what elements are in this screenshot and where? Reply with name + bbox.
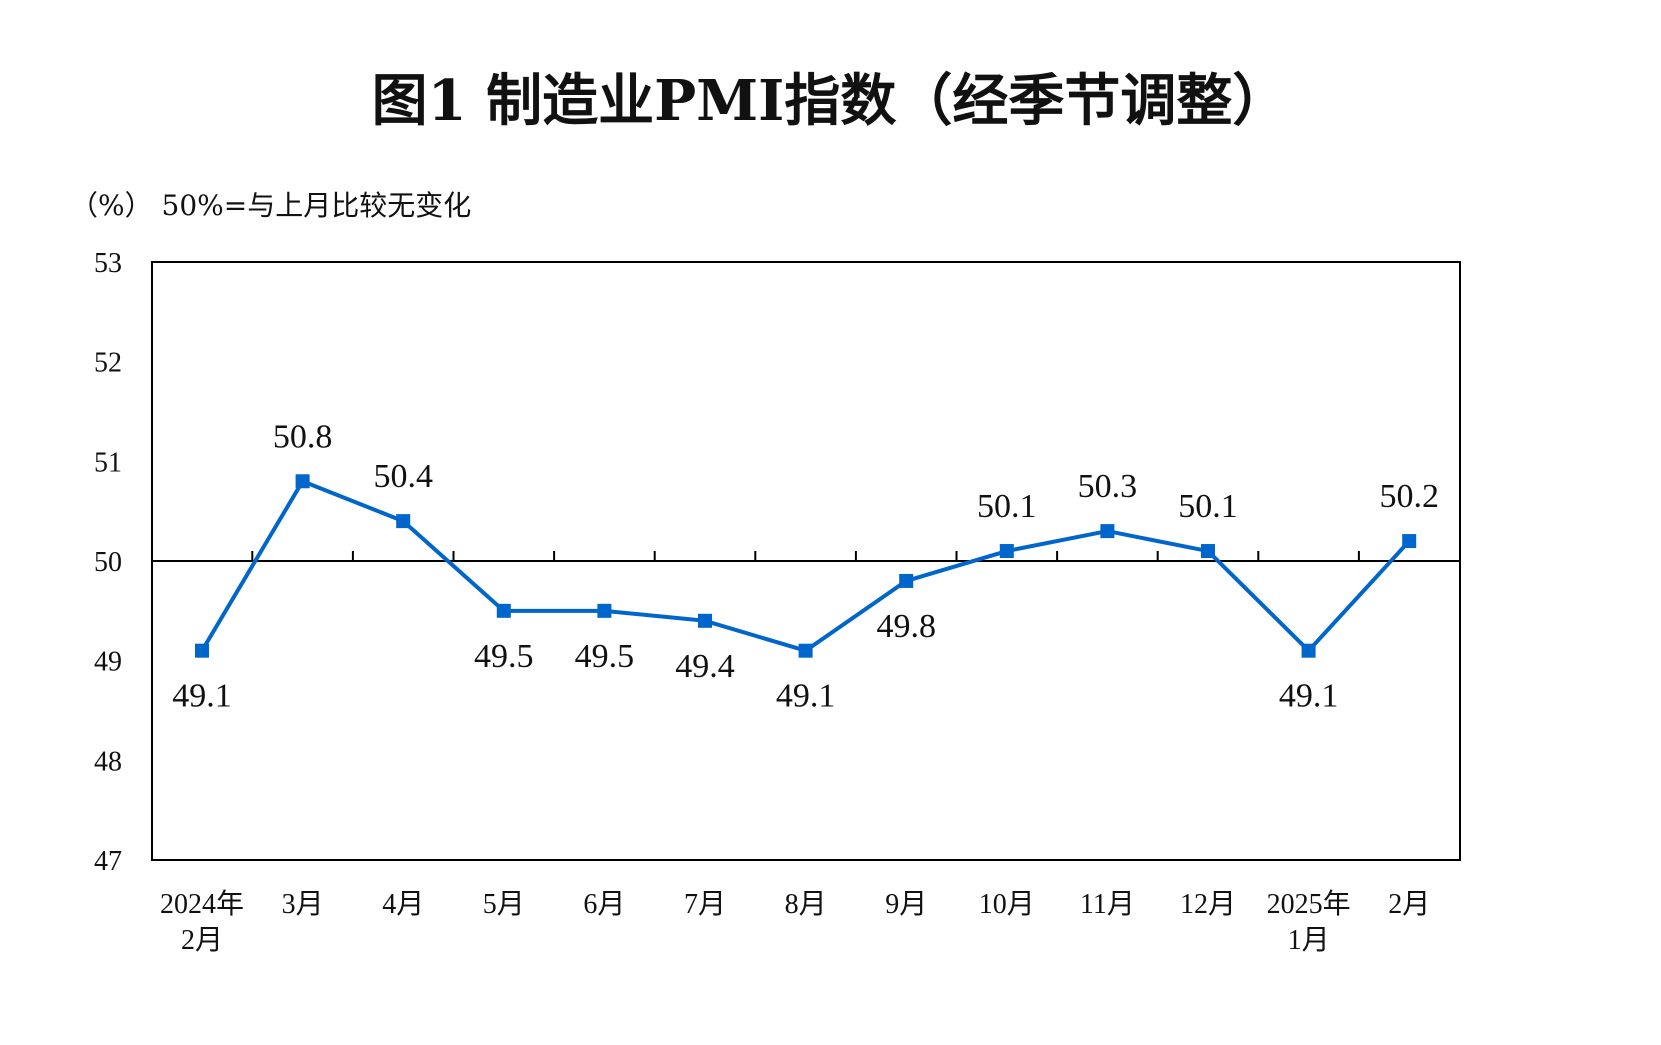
x-tick-label: 11月 bbox=[1080, 889, 1135, 920]
x-tick-label: 7月 bbox=[684, 889, 726, 920]
x-tick-label: 8月 bbox=[785, 889, 827, 920]
data-point bbox=[899, 573, 914, 588]
data-point bbox=[496, 603, 511, 618]
data-label: 49.1 bbox=[172, 678, 232, 715]
x-tick-label: 6月 bbox=[583, 889, 625, 920]
x-tick-label: 12月 bbox=[1180, 889, 1236, 920]
data-point bbox=[999, 544, 1014, 559]
data-label: 50.1 bbox=[977, 488, 1037, 525]
x-tick-label: 4月 bbox=[382, 889, 424, 920]
data-point bbox=[698, 613, 712, 628]
data-label: 49.5 bbox=[474, 638, 534, 675]
data-label: 50.4 bbox=[373, 458, 433, 495]
data-point bbox=[597, 603, 612, 618]
data-label: 50.3 bbox=[1078, 468, 1138, 505]
data-point bbox=[295, 474, 310, 489]
x-tick-label: 2024年 bbox=[160, 888, 244, 920]
x-tick-label: 3月 bbox=[282, 889, 324, 920]
data-point bbox=[396, 514, 411, 529]
x-tick-label: 1月 bbox=[1288, 925, 1330, 956]
x-tick-label: 2025年 bbox=[1267, 888, 1351, 920]
x-tick-label: 9月 bbox=[885, 889, 927, 920]
y-tick-label: 47 bbox=[94, 846, 122, 877]
unit-note: （%） 50%=与上月比较无变化 bbox=[70, 189, 471, 222]
data-label: 49.8 bbox=[876, 608, 936, 645]
x-tick-label: 5月 bbox=[483, 889, 525, 920]
y-tick-label: 50 bbox=[94, 547, 122, 578]
data-label: 49.1 bbox=[1279, 678, 1339, 715]
plot-area: 47 48 49 50 51 52 53 2024年 2月 3月 4月 5月 6月 7月 8月 9月 10月 11… bbox=[94, 248, 1461, 956]
data-point bbox=[1301, 643, 1316, 658]
data-label: 50.1 bbox=[1178, 488, 1238, 525]
data-label: 50.8 bbox=[273, 418, 333, 455]
y-tick-label: 53 bbox=[94, 248, 122, 279]
data-label: 50.2 bbox=[1379, 478, 1439, 515]
y-tick-label: 51 bbox=[94, 447, 122, 478]
data-point bbox=[1100, 524, 1115, 539]
y-tick-label: 52 bbox=[94, 348, 122, 379]
x-tick-label: 10月 bbox=[979, 889, 1035, 920]
x-tick-label: 2月 bbox=[181, 925, 223, 956]
data-label: 49.1 bbox=[776, 678, 836, 715]
chart-title: 图1 制造业PMI指数（经季节调整） bbox=[372, 68, 1289, 134]
data-point bbox=[195, 643, 209, 658]
data-label: 49.5 bbox=[575, 638, 635, 675]
data-point bbox=[1402, 534, 1417, 549]
data-point bbox=[798, 643, 813, 658]
y-tick-label: 49 bbox=[94, 647, 122, 678]
x-tick-label: 2月 bbox=[1388, 889, 1430, 920]
data-point bbox=[1201, 544, 1215, 559]
y-tick-label: 48 bbox=[94, 746, 122, 777]
data-label: 49.4 bbox=[675, 648, 735, 685]
